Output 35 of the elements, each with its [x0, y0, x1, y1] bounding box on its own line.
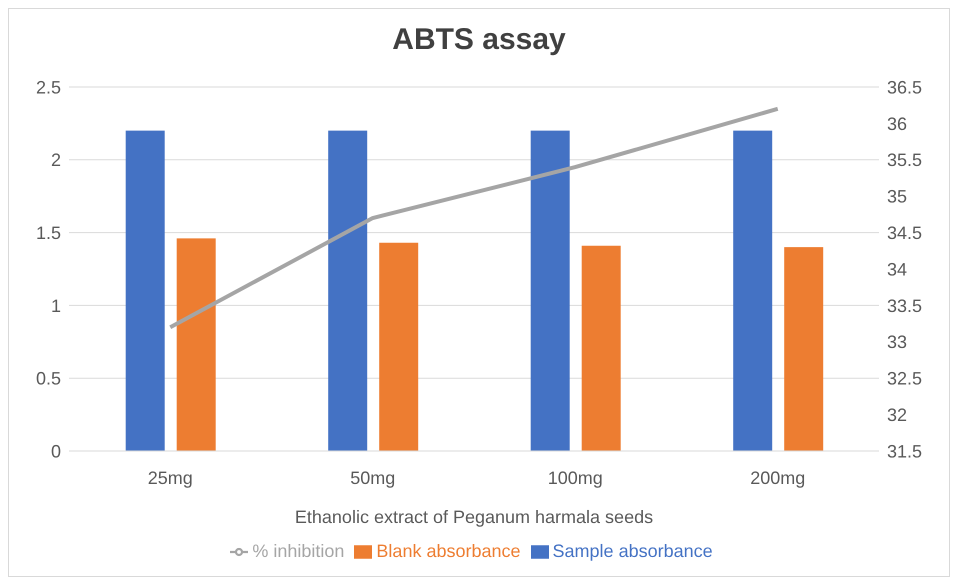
y2-tick-label: 32.5 — [887, 368, 922, 389]
line-series — [168, 106, 780, 330]
bar — [176, 238, 216, 451]
bar — [530, 130, 570, 451]
y2-tick-label: 34.5 — [887, 222, 922, 243]
x-tick-label: 25mg — [148, 468, 193, 488]
y2-tick-label: 33 — [887, 332, 908, 352]
y2-tick-label: 31.5 — [887, 441, 922, 462]
chart-title: ABTS assay — [391, 23, 567, 58]
y-tick-label: 1.5 — [36, 222, 61, 243]
bar — [784, 247, 824, 451]
y2-tick-label: 35.5 — [887, 150, 922, 170]
x-tick-label: 200mg — [750, 468, 806, 488]
y2-tick-label: 34 — [887, 259, 908, 280]
y-tick-label: 0.5 — [36, 368, 61, 389]
y2-tick-label: 36.5 — [887, 77, 922, 98]
y2-tick-label: 32 — [887, 404, 908, 425]
y-tick-label: 0 — [50, 441, 61, 462]
y2-tick-label: 33.5 — [887, 296, 922, 316]
x-axis-title: Ethanolic extract of Peganum harmala seeds — [294, 507, 654, 527]
bar — [126, 130, 165, 451]
bar — [379, 242, 418, 451]
y-tick-label: 2 — [50, 150, 61, 170]
legend-label: % inhibition — [252, 541, 344, 561]
bar — [328, 130, 368, 451]
x-tick-label: 100mg — [548, 468, 603, 488]
bar — [733, 130, 772, 451]
legend-label: Sample absorbance — [552, 541, 713, 561]
legend-label: Blank absorbance — [376, 541, 521, 561]
y-tick-label: 1 — [50, 296, 61, 316]
y2-tick-label: 35 — [887, 186, 908, 207]
y-tick-label: 2.5 — [36, 77, 61, 98]
y2-tick-label: 36 — [887, 114, 908, 134]
x-tick-label: 50mg — [350, 468, 396, 488]
bar — [582, 246, 621, 451]
